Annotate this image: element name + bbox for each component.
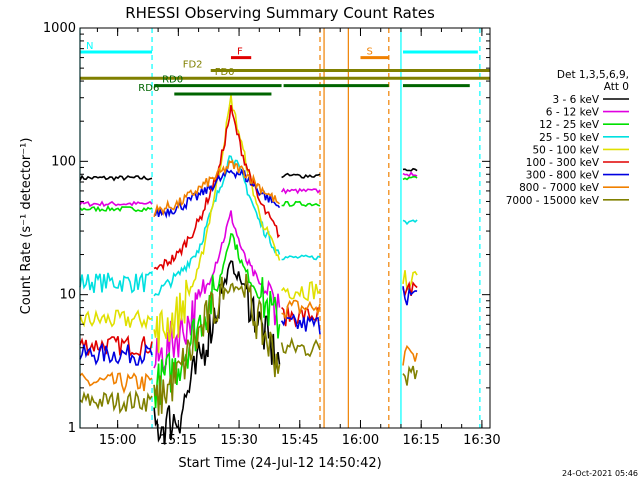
- x-tick-label-4: 16:00: [342, 433, 379, 448]
- flag-label-4: FD0: [215, 67, 235, 78]
- flag-label-0: N: [86, 41, 93, 52]
- series-segment-0-8: [79, 389, 153, 415]
- series-segment-3-5: [402, 281, 418, 298]
- series-segment-0-7: [79, 371, 153, 395]
- y-tick-label-0: 1: [68, 421, 76, 436]
- flag-label-5: RD0: [162, 75, 183, 86]
- series-segment-2-4: [280, 281, 321, 302]
- series-segment-3-0: [402, 167, 418, 172]
- legend-header-1: Att 0: [604, 81, 629, 93]
- series-segment-3-1: [402, 171, 418, 178]
- legend-label-3: 25 - 50 keV: [539, 132, 600, 144]
- series-segment-2-2: [281, 200, 321, 208]
- series-segment-2-6: [280, 313, 321, 335]
- x-tick-label-1: 15:15: [160, 433, 197, 448]
- legend-label-0: 3 - 6 keV: [552, 94, 599, 106]
- x-tick-label-0: 15:00: [99, 433, 136, 448]
- flag-label-3: FD2: [183, 60, 203, 71]
- series-line-3: [153, 155, 281, 297]
- legend-header-0: Det 1,3,5,6,9,: [557, 69, 629, 81]
- legend-label-4: 50 - 100 keV: [532, 144, 599, 156]
- flag-label-2: S: [366, 47, 372, 58]
- series-segment-3-6: [402, 286, 418, 306]
- series-segment-3-7: [402, 344, 418, 366]
- series-segment-0-6: [79, 342, 153, 366]
- series-segment-0-2: [79, 204, 153, 213]
- x-tick-label-2: 15:30: [220, 433, 257, 448]
- series-line-1: [153, 210, 281, 373]
- y-tick-label-2: 100: [51, 154, 76, 169]
- legend-label-2: 12 - 25 keV: [539, 119, 600, 131]
- series-segment-2-1: [280, 187, 321, 195]
- legend-label-7: 800 - 7000 keV: [519, 182, 600, 194]
- series-segment-2-8: [280, 336, 321, 358]
- timestamp: 24-Oct-2021 05:46: [562, 469, 638, 478]
- legend-label-8: 7000 - 15000 keV: [506, 195, 600, 207]
- series-line-6: [153, 167, 281, 219]
- series-segment-3-2: [402, 175, 418, 181]
- series-segment-3-8: [402, 365, 418, 386]
- series-segment-2-7: [281, 299, 321, 321]
- series-segment-0-0: [79, 174, 153, 182]
- series-segment-2-0: [281, 172, 321, 179]
- series-segment-0-3: [79, 271, 153, 294]
- y-axis-label: Count Rate (s⁻¹ detector⁻¹): [19, 138, 34, 315]
- series-segment-3-3: [402, 219, 418, 226]
- y-tick-label-1: 10: [59, 288, 76, 303]
- legend-label-1: 6 - 12 keV: [546, 107, 600, 119]
- y-tick-label-3: 1000: [43, 21, 76, 36]
- series-line-7: [153, 159, 281, 218]
- legend-label-6: 300 - 800 keV: [526, 170, 600, 182]
- series-line-8: [153, 273, 281, 416]
- x-axis-label: Start Time (24-Jul-12 14:50:42): [178, 456, 381, 471]
- x-tick-label-6: 16:30: [463, 433, 500, 448]
- series-segment-0-1: [79, 200, 153, 208]
- x-tick-label-3: 15:45: [281, 433, 318, 448]
- flag-label-1: F: [237, 47, 243, 58]
- series-line-2: [153, 233, 281, 409]
- plot-frame: [79, 27, 491, 429]
- series-segment-0-4: [79, 309, 153, 330]
- legend-label-5: 100 - 300 keV: [526, 157, 600, 169]
- flag-label-6: RD6: [138, 83, 159, 94]
- series-segment-2-3: [281, 254, 321, 261]
- x-tick-label-5: 16:15: [402, 433, 439, 448]
- chart-title: RHESSI Observing Summary Count Rates: [125, 4, 435, 22]
